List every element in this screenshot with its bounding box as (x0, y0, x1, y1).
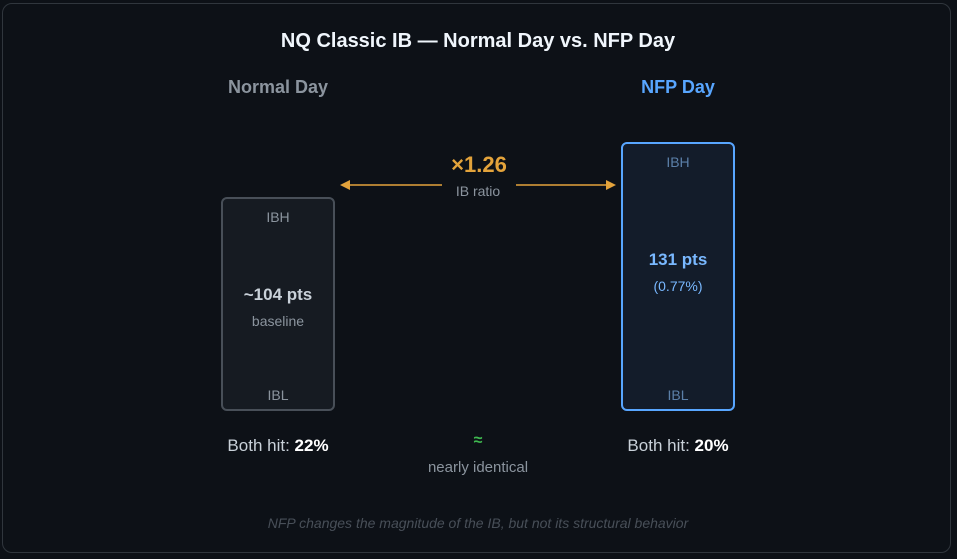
nfp-day-ib-box: IBH 131 pts (0.77%) IBL (621, 142, 735, 411)
footnote: NFP changes the magnitude of the IB, but… (267, 515, 689, 531)
ratio-label-backdrop (442, 176, 516, 194)
ratio-arrow-left-head (340, 180, 350, 190)
normal-day-ib-box: IBH ~104 pts baseline IBL (221, 197, 335, 411)
normal-both-hit-value: 22% (294, 436, 329, 455)
nfp-ibh-label: IBH (666, 154, 690, 170)
diagram-frame (2, 3, 951, 553)
nfp-both-hit-prefix: Both hit: (627, 436, 695, 455)
nfp-both-hit: Both hit: 20% (627, 436, 728, 456)
nfp-both-hit-value: 20% (694, 436, 729, 455)
normal-both-hit: Both hit: 22% (227, 436, 328, 456)
normal-ibl-label: IBL (267, 387, 289, 403)
nfp-ib-value: 131 pts (648, 250, 708, 269)
ratio-label: IB ratio (455, 183, 501, 199)
approx-label: nearly identical (427, 459, 529, 476)
nfp-ib-sub: (0.77%) (653, 278, 703, 294)
nfp-day-heading: NFP Day (641, 77, 715, 97)
normal-ibh-label: IBH (266, 209, 290, 225)
nfp-ibl-label: IBL (667, 387, 689, 403)
normal-both-hit-prefix: Both hit: (227, 436, 295, 455)
normal-ib-sub: baseline (251, 313, 305, 329)
ratio-value: ×1.26 (451, 152, 507, 177)
ratio-arrow-right-head (606, 180, 616, 190)
normal-ib-value: ~104 pts (243, 285, 313, 304)
approx-symbol: ≈ (473, 432, 483, 449)
diagram-title: NQ Classic IB — Normal Day vs. NFP Day (280, 30, 676, 52)
normal-day-heading: Normal Day (227, 77, 329, 97)
